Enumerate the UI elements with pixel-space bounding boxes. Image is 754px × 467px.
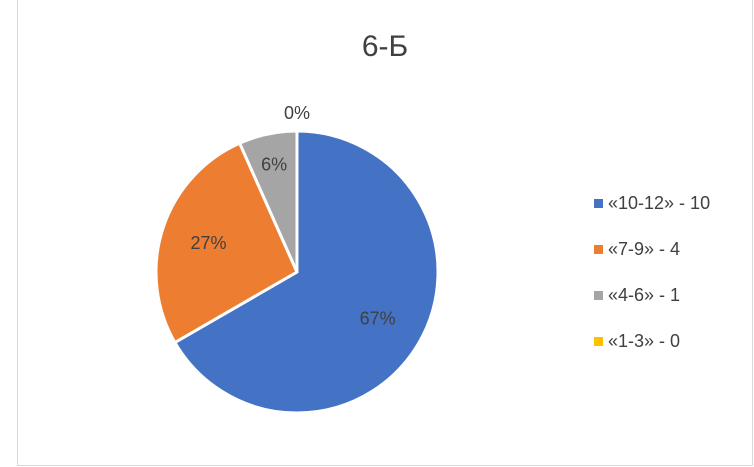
slice-data-label: 67% <box>360 309 396 329</box>
legend-label: «7-9» - 4 <box>608 238 681 259</box>
legend-swatch <box>594 336 603 346</box>
legend-swatch <box>594 290 603 300</box>
slice-data-label: 6% <box>261 154 287 174</box>
legend-item: «10-12» - 10 <box>594 192 710 214</box>
legend-item: «1-3» - 0 <box>594 330 710 352</box>
pie-slice <box>238 129 299 274</box>
pie-slice <box>173 129 440 415</box>
legend-label: «1-3» - 0 <box>608 330 681 351</box>
chart-title: 6-Б <box>361 30 409 63</box>
legend-swatch <box>594 198 603 208</box>
slice-data-label: 0% <box>284 103 310 123</box>
slice-data-label: 27% <box>190 233 226 253</box>
legend-label: «4-6» - 1 <box>608 284 681 305</box>
legend-item: «7-9» - 4 <box>594 238 710 260</box>
legend: «10-12» - 10 «7-9» - 4 «4-6» - 1 «1-3» -… <box>594 192 710 376</box>
legend-swatch <box>594 244 603 254</box>
legend-label: «10-12» - 10 <box>608 192 711 213</box>
legend-item: «4-6» - 1 <box>594 284 710 306</box>
